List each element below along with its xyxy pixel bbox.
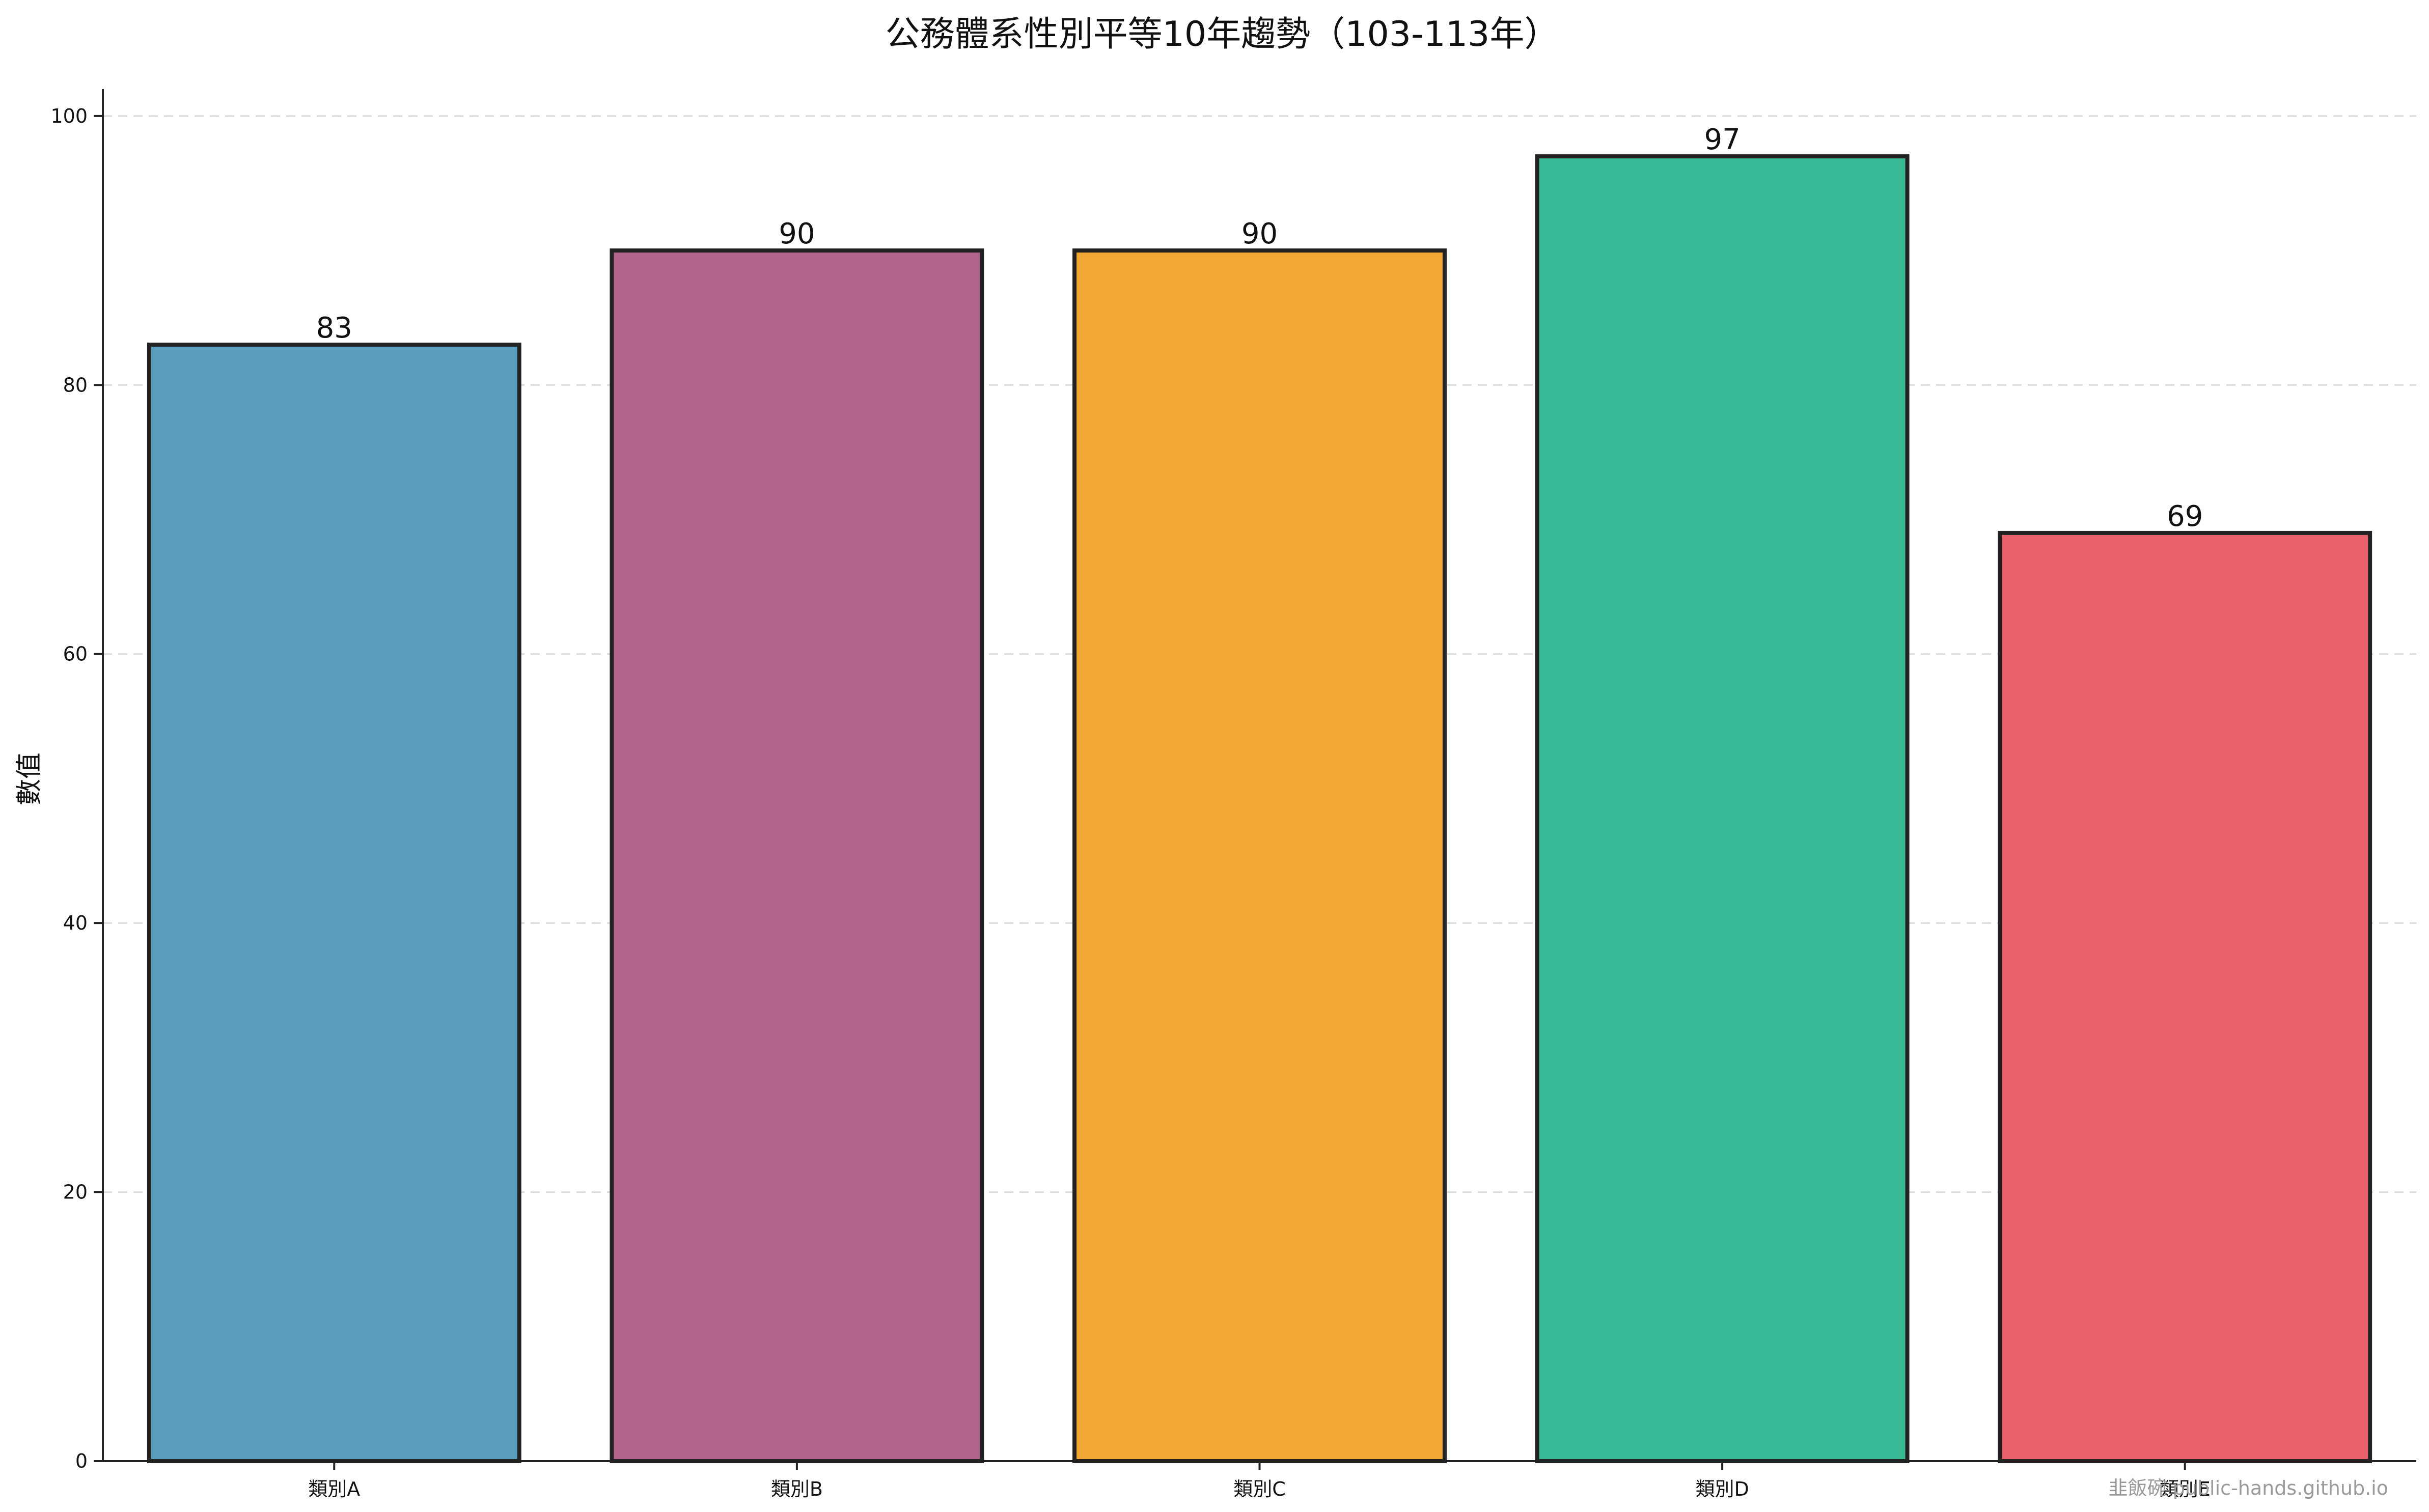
bars: [147, 154, 2372, 1464]
bar-3: [1072, 248, 1447, 1463]
x-tick-label-5: 類別E: [2160, 1478, 2211, 1500]
y-axis-label: 數值: [14, 752, 45, 805]
bar-1: [147, 343, 521, 1464]
bar-4: [1535, 154, 1910, 1463]
axes: [94, 89, 2416, 1470]
data-label-4: 97: [1704, 123, 1740, 156]
y-tick-label-60: 60: [63, 643, 88, 665]
y-tick-label-40: 40: [63, 912, 88, 934]
x-tick-label-4: 類別D: [1695, 1478, 1749, 1500]
labels: 0 20 40 60 80 100 83 類別A 90 類別B 90 類別C 97 類別D 69 類別E: [50, 105, 2210, 1500]
y-tick-label-100: 100: [50, 105, 88, 127]
watermark-text: 韭飯碗 public-hands.github.io: [2109, 1477, 2388, 1499]
data-label-2: 90: [779, 217, 815, 250]
y-tick-label-80: 80: [63, 374, 88, 396]
x-tick-label-1: 類別A: [308, 1478, 360, 1500]
y-tick-label-0: 0: [75, 1450, 88, 1472]
data-label-3: 90: [1241, 217, 1278, 250]
bar-5: [1998, 530, 2372, 1463]
chart-title: 公務體系性別平等10年趨勢（103-113年）: [886, 14, 1559, 54]
data-label-5: 69: [2167, 500, 2203, 533]
y-tick-label-20: 20: [63, 1181, 88, 1203]
bar-2: [610, 248, 984, 1463]
data-label-1: 83: [316, 312, 352, 345]
x-tick-label-3: 類別C: [1233, 1478, 1286, 1500]
x-tick-label-2: 類別B: [771, 1478, 823, 1500]
